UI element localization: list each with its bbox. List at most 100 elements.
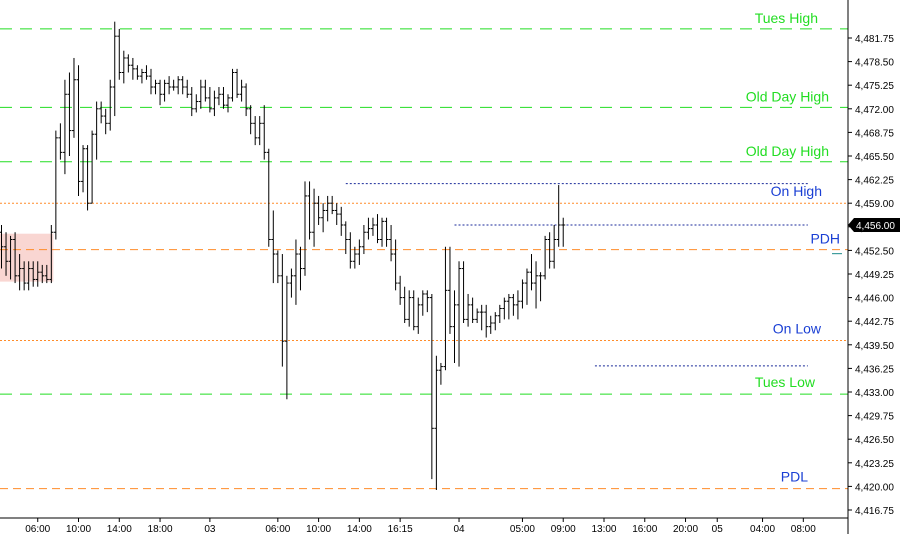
ohlc-bar [506, 293, 511, 320]
y-tick-label: 4,468.75 [855, 128, 894, 139]
ohlc-bar [189, 87, 194, 117]
x-tick-label: 05 [712, 524, 724, 534]
ohlc-bar [103, 108, 108, 135]
ohlc-bar [515, 290, 520, 320]
ohlc-bar [529, 254, 534, 291]
ohlc-bar [398, 275, 403, 305]
ohlc-bar [266, 148, 271, 247]
y-tick-label: 4,459.00 [855, 199, 894, 210]
ohlc-bar [212, 90, 217, 117]
ohlc-bar [407, 290, 412, 327]
x-tick-label: 03 [204, 524, 216, 534]
ohlc-bar [162, 79, 167, 102]
y-tick-label: 4,436.25 [855, 364, 894, 375]
ohlc-bar [493, 312, 498, 331]
ohlc-bar [502, 297, 507, 320]
ohlc-bar [71, 57, 76, 138]
x-tick-label: 10:00 [306, 524, 331, 534]
ohlc-bar [26, 261, 31, 291]
ohlc-bar [167, 76, 172, 95]
ohlc-bar [343, 221, 348, 255]
x-tick-label: 08:00 [791, 524, 816, 534]
ohlc-bar [121, 50, 126, 84]
x-tick-label: 06:00 [25, 524, 50, 534]
x-tick-label: 06:00 [265, 524, 290, 534]
ohlc-bar [239, 79, 244, 102]
level-label: On High [771, 183, 822, 199]
ohlc-bar [76, 65, 81, 196]
ohlc-bar [94, 101, 99, 160]
ohlc-bar [447, 246, 452, 334]
ohlc-bar [393, 239, 398, 291]
ohlc-bar [475, 308, 480, 324]
ohlc-bar [90, 130, 95, 204]
x-tick-label: 10:00 [66, 524, 91, 534]
ohlc-bar [4, 232, 9, 276]
ohlc-bar [429, 293, 434, 480]
ohlc-bar [221, 87, 226, 109]
y-tick-label: 4,481.75 [855, 34, 894, 45]
ohlc-bar [130, 57, 135, 80]
ohlc-bar [108, 79, 113, 131]
overnight-zone [0, 233, 54, 282]
ohlc-bar [139, 68, 144, 84]
y-tick-label: 4,433.00 [855, 388, 894, 399]
ohlc-bar [185, 79, 190, 98]
ohlc-bar [561, 217, 566, 247]
level-label: PDH [810, 231, 840, 247]
x-tick-label: 20:00 [673, 524, 698, 534]
ohlc-bar [289, 268, 294, 298]
ohlc-bar [148, 68, 153, 95]
ohlc-bar [171, 79, 176, 91]
level-label: Tues Low [755, 374, 816, 390]
y-tick-label: 4,416.75 [855, 506, 894, 517]
ohlc-bar [284, 275, 289, 400]
ohlc-bar [81, 145, 86, 193]
y-tick-label: 4,465.50 [855, 152, 894, 163]
ohlc-bar [13, 232, 18, 284]
ohlc-bar [452, 290, 457, 363]
ohlc-bar [325, 195, 330, 222]
ohlc-bar [230, 68, 235, 102]
y-tick-label: 4,478.50 [855, 58, 894, 69]
ohlc-bar [275, 250, 280, 284]
ohlc-bar [135, 65, 140, 80]
ohlc-bar [470, 297, 475, 324]
ohlc-bar [511, 293, 516, 316]
x-tick-label: 13:00 [591, 524, 616, 534]
ohlc-bar [40, 264, 45, 284]
current-price-box [848, 217, 900, 232]
ohlc-bar [176, 76, 181, 95]
ohlc-bar [117, 28, 122, 80]
ohlc-bar [307, 181, 312, 240]
ohlc-bar [262, 105, 267, 160]
x-tick-label: 18:00 [148, 524, 173, 534]
ohlc-bar [126, 54, 131, 73]
ohlc-bar [457, 261, 462, 367]
ohlc-bar [334, 203, 339, 225]
ohlc-bar [280, 254, 285, 367]
ohlc-bar [484, 304, 489, 338]
ohlc-bar [361, 224, 366, 255]
y-tick-label: 4,462.25 [855, 176, 894, 187]
ohlc-bar [479, 304, 484, 331]
level-label: Tues High [755, 10, 818, 26]
ohlc-bar [144, 65, 149, 80]
ohlc-bar [53, 130, 58, 240]
ohlc-bar [194, 94, 199, 113]
ohlc-bar [352, 246, 357, 269]
ohlc-bar [443, 246, 448, 371]
ohlc-bar [556, 185, 561, 247]
ohlc-bar [438, 362, 443, 385]
ohlc-bar [348, 232, 353, 269]
ohlc-bar [248, 105, 253, 135]
ohlc-bar [244, 83, 249, 117]
ohlc-bar [67, 72, 72, 156]
current-price-label: 4,456.00 [856, 221, 895, 232]
y-tick-label: 4,442.75 [855, 317, 894, 328]
ohlc-bar [524, 268, 529, 305]
ohlc-bar [293, 239, 298, 305]
ohlc-bar [235, 68, 240, 98]
y-tick-label: 4,472.00 [855, 105, 894, 116]
